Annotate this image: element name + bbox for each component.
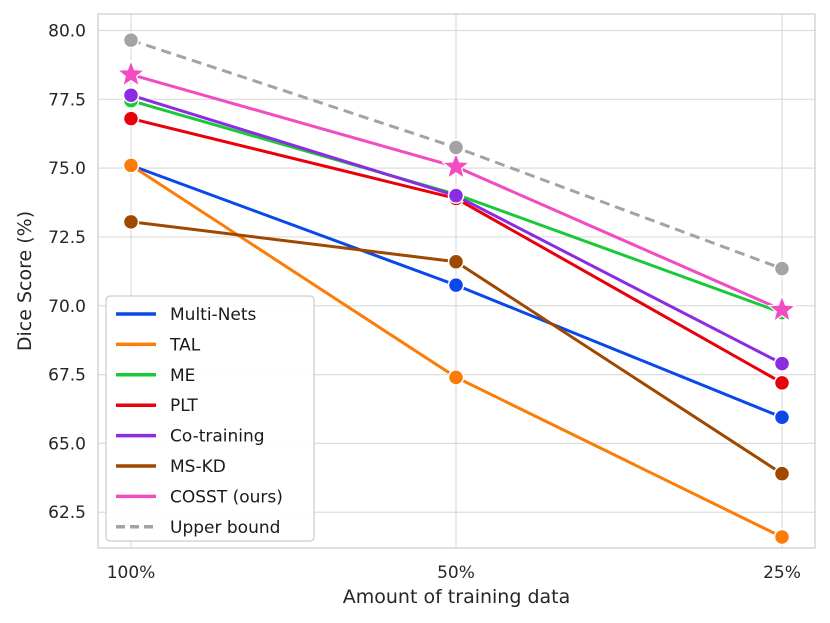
data-point bbox=[773, 374, 791, 392]
tick-labels: 62.5 65.0 67.5 70.0 72.5 75.0 77.5 80.0 100% 50% 2… bbox=[48, 22, 801, 583]
y-tick-label: 72.5 bbox=[48, 228, 86, 248]
legend-label: PLT bbox=[170, 396, 198, 416]
legend: Multi-Nets TAL ME PLT Co-training MS-KD COSST … bbox=[105, 295, 315, 542]
y-axis-title: Dice Score (%) bbox=[14, 211, 36, 351]
data-point bbox=[447, 276, 465, 294]
data-point bbox=[447, 253, 465, 270]
legend-label: MS-KD bbox=[170, 457, 226, 477]
legend-box bbox=[105, 295, 315, 542]
y-tick-label: 77.5 bbox=[48, 90, 86, 110]
data-point bbox=[773, 355, 791, 372]
data-point bbox=[773, 260, 791, 277]
series-cosst-ours bbox=[116, 58, 797, 323]
legend-label: ME bbox=[170, 366, 195, 386]
x-tick-label: 100% bbox=[107, 563, 156, 583]
legend-label: Co-training bbox=[170, 427, 265, 447]
legend-label: Upper bound bbox=[170, 518, 280, 538]
y-tick-label: 67.5 bbox=[48, 366, 86, 386]
series-co-training bbox=[122, 86, 791, 372]
legend-label: Multi-Nets bbox=[170, 305, 257, 325]
data-point bbox=[122, 157, 140, 174]
y-tick-label: 70.0 bbox=[48, 297, 86, 317]
data-point bbox=[122, 110, 140, 127]
y-tick-label: 62.5 bbox=[48, 503, 86, 523]
y-tick-label: 80.0 bbox=[48, 22, 86, 42]
data-point bbox=[447, 369, 465, 386]
data-point bbox=[122, 86, 140, 104]
data-point bbox=[447, 187, 465, 204]
legend-label: TAL bbox=[169, 335, 201, 355]
y-tick-label: 65.0 bbox=[48, 434, 86, 454]
data-point bbox=[773, 465, 791, 482]
data-point-star bbox=[116, 58, 146, 88]
series-upper-bound bbox=[122, 31, 791, 277]
data-point bbox=[773, 528, 791, 546]
data-point bbox=[122, 31, 140, 49]
x-tick-label: 25% bbox=[763, 563, 801, 583]
legend-label: COSST (ours) bbox=[170, 487, 283, 507]
data-point-star bbox=[767, 294, 797, 323]
x-tick-label: 50% bbox=[437, 563, 475, 583]
series-ms-kd bbox=[122, 213, 791, 482]
data-point bbox=[447, 139, 465, 156]
plot-frame bbox=[97, 13, 816, 549]
data-point bbox=[122, 213, 140, 231]
data-point-star bbox=[441, 151, 471, 180]
series-layer bbox=[116, 31, 797, 546]
y-tick-label: 75.0 bbox=[48, 159, 86, 179]
x-axis-title: Amount of training data bbox=[343, 586, 571, 608]
data-point bbox=[773, 409, 791, 426]
